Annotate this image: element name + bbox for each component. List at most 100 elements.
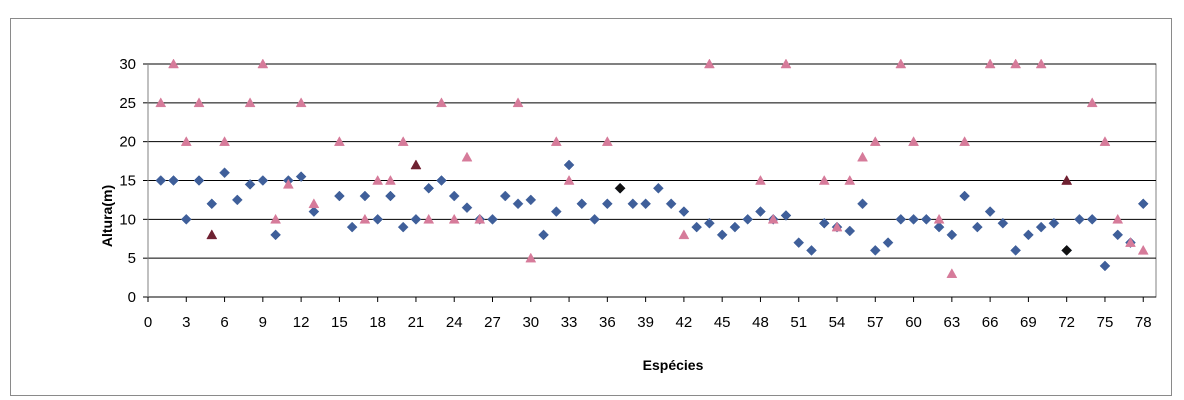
data-point-triangle: [933, 213, 945, 224]
data-point-diamond: [1035, 221, 1047, 233]
data-point-triangle: [703, 58, 715, 69]
data-point-triangle: [423, 213, 435, 224]
data-point-triangle: [512, 97, 524, 108]
x-tick-label: 45: [714, 314, 731, 331]
data-point-triangle: [678, 229, 690, 240]
data-point-diamond: [372, 213, 384, 225]
x-tick-label: 42: [676, 314, 693, 331]
data-point-triangle: [525, 252, 537, 263]
data-point-diamond: [423, 182, 435, 194]
data-point-triangle: [946, 268, 958, 278]
data-point-triangle: [282, 178, 294, 189]
data-point-diamond: [193, 175, 205, 186]
data-point-triangle: [1112, 213, 1124, 224]
data-point-diamond: [525, 194, 537, 206]
data-point-diamond: [627, 198, 639, 210]
x-tick-label: 6: [220, 314, 228, 331]
data-point-diamond: [742, 213, 754, 225]
data-point-triangle: [474, 213, 486, 224]
data-point-diamond: [1023, 229, 1034, 241]
x-tick-label: 12: [293, 314, 310, 331]
data-point-diamond: [984, 206, 996, 217]
data-point-triangle: [397, 136, 409, 146]
data-point-triangle: [155, 97, 167, 108]
data-point-diamond: [920, 213, 932, 225]
data-point-diamond: [729, 221, 741, 233]
data-point-triangle: [436, 97, 447, 108]
y-tick-label: 25: [119, 95, 136, 112]
data-point-diamond: [959, 190, 970, 202]
data-point-diamond: [653, 182, 664, 194]
data-point-triangle: [908, 136, 919, 146]
data-point-diamond: [206, 198, 218, 210]
data-point-diamond: [487, 213, 498, 225]
data-point-diamond: [908, 213, 919, 225]
data-point-diamond: [563, 159, 575, 171]
data-point-triangle: [1125, 237, 1136, 247]
data-point-diamond: [155, 175, 167, 186]
data-point-diamond: [857, 198, 868, 210]
data-point-diamond: [576, 198, 588, 210]
data-point-diamond: [359, 190, 371, 202]
y-axis-title: Altura(m): [99, 185, 115, 247]
x-tick-label: 78: [1135, 314, 1152, 331]
data-point-diamond: [997, 217, 1009, 229]
data-point-diamond: [1074, 213, 1085, 225]
x-tick-label: 36: [599, 314, 616, 331]
data-point-diamond: [601, 198, 613, 210]
data-point-triangle: [1086, 97, 1098, 108]
data-point-diamond: [640, 198, 651, 210]
data-point-diamond: [168, 175, 179, 186]
x-tick-label: 48: [752, 314, 769, 331]
data-point-diamond: [755, 206, 766, 217]
data-point-diamond: [180, 213, 192, 225]
data-point-triangle: [461, 151, 473, 162]
data-point-diamond: [550, 206, 562, 217]
data-point-diamond: [448, 190, 460, 202]
x-tick-label: 0: [144, 314, 152, 331]
x-tick-label: 33: [561, 314, 578, 331]
data-point-diamond: [780, 210, 792, 221]
x-tick-label: 21: [408, 314, 425, 331]
x-tick-label: 24: [446, 314, 463, 331]
data-point-triangle: [1099, 136, 1111, 146]
data-point-triangle: [257, 58, 269, 69]
data-point-triangle: [168, 58, 179, 69]
data-point-triangle: [844, 174, 856, 185]
data-point-triangle: [410, 159, 422, 170]
data-point-diamond: [691, 221, 703, 233]
data-point-triangle: [295, 97, 307, 108]
data-point-diamond: [589, 213, 600, 225]
x-tick-label: 18: [369, 314, 386, 331]
data-point-triangle: [359, 213, 371, 224]
data-point-triangle: [270, 213, 282, 224]
data-point-diamond: [231, 194, 243, 206]
data-point-diamond: [665, 198, 677, 210]
x-tick-label: 3: [182, 314, 190, 331]
data-point-diamond: [410, 213, 422, 225]
data-point-diamond: [270, 229, 281, 241]
data-point-triangle: [206, 229, 218, 240]
y-tick-label: 15: [119, 173, 136, 190]
x-tick-label: 15: [331, 314, 348, 331]
data-point-diamond: [844, 225, 856, 237]
data-point-triangle: [895, 58, 907, 69]
data-point-triangle: [1061, 174, 1073, 185]
data-point-triangle: [780, 58, 792, 69]
data-point-triangle: [857, 151, 868, 162]
x-tick-label: 60: [905, 314, 922, 331]
data-point-diamond: [1086, 213, 1098, 225]
data-point-triangle: [180, 136, 192, 146]
data-point-diamond: [1048, 217, 1060, 229]
x-tick-label: 66: [982, 314, 999, 331]
data-point-diamond: [461, 202, 473, 214]
data-point-triangle: [372, 174, 384, 185]
data-point-diamond: [257, 175, 269, 186]
data-point-diamond: [1061, 245, 1073, 256]
data-point-diamond: [1137, 198, 1149, 210]
data-point-diamond: [295, 171, 307, 182]
data-point-diamond: [869, 245, 881, 256]
data-point-diamond: [972, 221, 983, 233]
data-point-diamond: [678, 206, 690, 217]
